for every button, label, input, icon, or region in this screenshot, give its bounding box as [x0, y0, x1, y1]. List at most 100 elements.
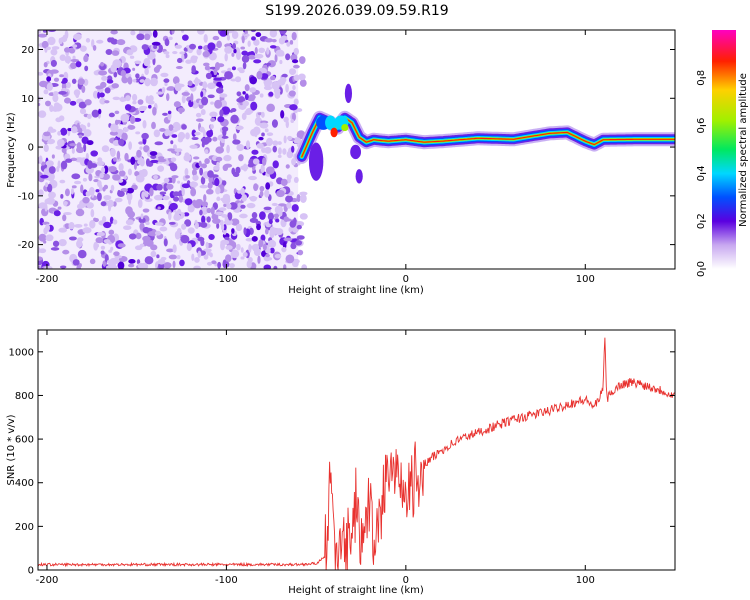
noise-blob — [248, 243, 252, 253]
noise-blob — [78, 101, 87, 109]
noise-blob — [199, 167, 204, 176]
noise-blob — [108, 112, 115, 118]
noise-blob — [110, 123, 119, 133]
noise-blob — [224, 195, 231, 202]
noise-blob — [265, 166, 275, 175]
figure-title: S199.2026.039.09.59.R19 — [265, 3, 448, 19]
noise-blob — [249, 76, 258, 85]
noise-blob — [135, 232, 142, 240]
noise-blob — [253, 183, 259, 192]
noise-blob — [226, 144, 230, 154]
noise-blob — [269, 30, 278, 38]
noise-blob — [92, 90, 99, 99]
noise-blob — [240, 187, 246, 196]
noise-blob — [99, 92, 105, 98]
noise-blob — [38, 155, 43, 164]
noise-blob — [260, 164, 265, 174]
snr-ylabel: SNR (10 * v/v) — [6, 414, 17, 485]
noise-blob — [190, 187, 197, 197]
noise-blob — [181, 183, 191, 189]
noise-blob — [249, 176, 256, 180]
noise-blob — [89, 219, 96, 229]
noise-blob — [112, 157, 117, 162]
noise-blob — [194, 79, 199, 87]
noise-blob — [167, 148, 176, 152]
noise-blob — [73, 89, 81, 97]
noise-blob — [60, 127, 68, 136]
noise-blob — [291, 31, 297, 41]
noise-blob — [176, 255, 181, 260]
noise-blob — [245, 238, 254, 242]
noise-blob — [191, 129, 197, 137]
noise-blob — [163, 262, 172, 269]
noise-blob — [214, 177, 220, 187]
noise-blob — [109, 216, 114, 224]
noise-blob — [204, 149, 209, 154]
noise-blob — [197, 250, 202, 258]
noise-blob — [101, 145, 110, 153]
noise-blob — [117, 243, 126, 248]
noise-blob — [235, 50, 242, 60]
noise-blob — [139, 158, 145, 167]
noise-blob — [139, 146, 143, 150]
noise-blob — [216, 81, 223, 87]
spectrogram-ytick-label: -20 — [18, 240, 34, 251]
noise-blob — [148, 95, 154, 102]
spectrogram-frame — [37, 29, 676, 270]
noise-blob — [126, 49, 134, 56]
noise-blob — [226, 34, 231, 41]
noise-blob — [80, 184, 84, 194]
noise-blob — [82, 196, 90, 204]
noise-blob — [280, 110, 285, 119]
noise-blob — [147, 104, 152, 109]
noise-blob — [83, 223, 88, 227]
noise-blob — [60, 193, 64, 199]
noise-blob — [126, 187, 135, 194]
noise-blob — [164, 82, 168, 86]
noise-blob — [137, 199, 143, 209]
noise-blob — [231, 228, 235, 234]
noise-blob — [86, 113, 92, 119]
noise-blob — [298, 56, 306, 64]
noise-blob — [147, 100, 155, 105]
noise-blob — [109, 131, 119, 136]
noise-blob — [285, 164, 290, 169]
noise-blob — [241, 112, 247, 121]
noise-blob — [53, 77, 60, 82]
noise-blob — [195, 232, 200, 239]
noise-blob — [281, 246, 287, 253]
noise-blob — [135, 73, 140, 79]
noise-blob — [299, 79, 307, 87]
noise-blob — [108, 249, 113, 253]
noise-blob — [46, 76, 52, 82]
noise-blob — [244, 84, 250, 92]
noise-blob — [192, 55, 198, 60]
noise-blob — [263, 206, 272, 211]
noise-blob — [185, 132, 190, 140]
noise-blob — [217, 261, 222, 269]
noise-blob — [183, 212, 190, 217]
noise-blob — [187, 80, 193, 87]
noise-blob — [273, 213, 280, 218]
noise-blob — [279, 30, 287, 35]
noise-blob — [193, 201, 202, 209]
noise-blob — [189, 43, 197, 50]
noise-blob — [230, 249, 240, 259]
noise-blob — [84, 99, 92, 106]
noise-blob — [272, 140, 279, 146]
noise-blob — [132, 78, 137, 83]
noise-blob — [251, 149, 259, 155]
noise-blob — [241, 35, 245, 44]
noise-blob — [59, 74, 64, 78]
noise-blob — [110, 184, 115, 192]
noise-blob — [116, 119, 121, 124]
noise-blob — [93, 179, 99, 183]
noise-blob — [144, 192, 149, 198]
noise-blob — [43, 61, 48, 68]
noise-blob — [141, 191, 146, 200]
noise-blob — [201, 141, 205, 148]
noise-blob — [163, 78, 170, 83]
noise-blob — [200, 221, 208, 228]
noise-blob — [152, 30, 158, 38]
noise-blob — [60, 160, 68, 170]
